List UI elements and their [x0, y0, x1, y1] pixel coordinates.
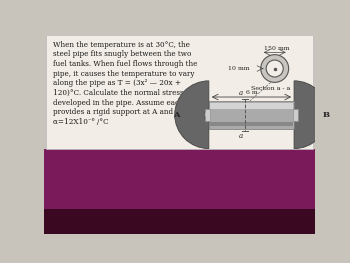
Circle shape: [266, 60, 283, 77]
Text: along the pipe as T = (3x² — 20x +: along the pipe as T = (3x² — 20x +: [53, 79, 181, 87]
Text: B: B: [323, 111, 330, 119]
Text: fuel tanks. When fuel flows through the: fuel tanks. When fuel flows through the: [53, 60, 197, 68]
Text: Section a - a: Section a - a: [251, 86, 290, 91]
Wedge shape: [175, 81, 209, 149]
Text: α=12X10⁻⁶ /°C: α=12X10⁻⁶ /°C: [53, 118, 108, 126]
Text: pipe, it causes the temperature to vary: pipe, it causes the temperature to vary: [53, 70, 195, 78]
Circle shape: [261, 55, 289, 82]
Bar: [44, 209, 315, 234]
Bar: [293, 109, 298, 121]
Wedge shape: [294, 81, 328, 149]
Text: A: A: [173, 111, 180, 119]
Bar: [210, 103, 293, 109]
Text: When the temperature is at 30°C, the: When the temperature is at 30°C, the: [53, 41, 190, 49]
Text: developed in the pipe. Assume each tank: developed in the pipe. Assume each tank: [53, 99, 202, 107]
Bar: [205, 109, 210, 121]
Text: provides a rigid support at A and B.: provides a rigid support at A and B.: [53, 108, 183, 116]
Text: a: a: [239, 133, 243, 140]
Bar: [210, 122, 293, 126]
Text: 6 m: 6 m: [246, 90, 257, 95]
Bar: [44, 149, 315, 234]
Text: a: a: [239, 89, 243, 97]
Text: steel pipe fits snugly between the two: steel pipe fits snugly between the two: [53, 50, 191, 58]
Text: 150 mm: 150 mm: [264, 46, 289, 51]
Text: 10 mm: 10 mm: [229, 66, 250, 71]
Bar: [46, 35, 313, 149]
Bar: [209, 101, 294, 129]
Text: 120)°C. Calculate the normal stress: 120)°C. Calculate the normal stress: [53, 89, 184, 97]
